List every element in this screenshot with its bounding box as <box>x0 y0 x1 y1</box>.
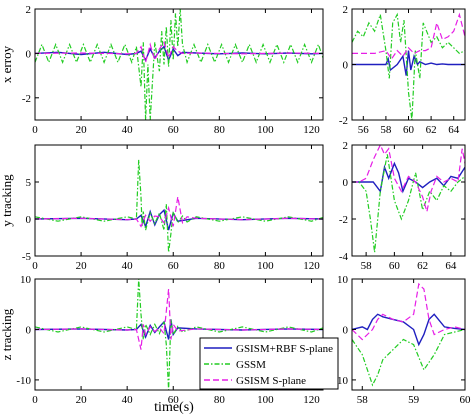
x-tick-label: 20 <box>76 260 88 272</box>
x-tick-label: 120 <box>303 124 320 136</box>
x-tick-label: 0 <box>32 260 38 272</box>
axes-frame <box>351 278 466 391</box>
y-tick-label: 2 <box>343 4 349 16</box>
series-line-z-zoom-2 <box>352 282 465 341</box>
panel-y-zoom: 58 60 62 64 -4 -2 0 2 <box>339 140 466 272</box>
series-line-x-full-1 <box>35 9 323 120</box>
x-tick-label: 60 <box>460 394 472 406</box>
panel-x-full: 0 20 40 60 80 100 120 -2 0 2 x erroy <box>0 4 324 136</box>
x-tick-label: 58 <box>361 260 373 272</box>
y-tick-label: 10 <box>20 274 32 286</box>
y-tick-label: 0 <box>26 324 32 336</box>
series-line-y-full-1 <box>35 159 323 253</box>
x-tick-label: 0 <box>32 124 38 136</box>
y-tick-label: -4 <box>339 251 349 263</box>
series-line-y-full-0 <box>35 208 323 231</box>
series-line-z-full-1 <box>35 279 323 390</box>
y-tick-label: -2 <box>339 115 348 127</box>
y-tick-label: 0 <box>343 60 349 72</box>
x-tick-label: 60 <box>403 124 415 136</box>
series-line-y-full-2 <box>35 196 323 228</box>
x-tick-label: 60 <box>168 394 180 406</box>
x-tick-label: 64 <box>445 260 457 272</box>
x-tick-label: 100 <box>257 394 274 406</box>
x-tick-label: 120 <box>303 260 320 272</box>
legend: GSISM+RBF S-plane GSSM GSISM S-plane <box>199 337 339 390</box>
panel-x-zoom: 56 58 60 62 64 -2 0 2 <box>339 4 466 136</box>
x-tick-label: 120 <box>303 394 320 406</box>
series-line-x-zoom-2 <box>352 12 465 60</box>
x-tick-label: 0 <box>32 394 38 406</box>
axes-frame <box>34 278 324 391</box>
y-tick-label: 2 <box>343 140 349 152</box>
x-tick-label: 80 <box>214 394 226 406</box>
axes-frame <box>351 144 466 257</box>
axes-frame <box>34 144 324 257</box>
y-tick-label: -5 <box>22 251 32 263</box>
y-tick-label: 0 <box>26 48 32 60</box>
y-tick-label: -2 <box>22 93 31 105</box>
x-tick-label: 20 <box>76 124 88 136</box>
series-line-y-zoom-2 <box>352 145 465 212</box>
x-axis-label: time(s) <box>154 400 194 415</box>
x-tick-label: 62 <box>417 260 428 272</box>
legend-entry-label: GSSM <box>236 359 266 371</box>
legend-entry-label: GSISM S-plane <box>236 375 306 387</box>
series-line-z-zoom-0 <box>352 313 465 347</box>
x-tick-label: 80 <box>214 124 226 136</box>
y-axis-label: x erroy <box>0 45 14 83</box>
series-line-x-zoom-1 <box>352 12 465 120</box>
x-tick-label: 100 <box>257 260 274 272</box>
series-line-y-zoom-0 <box>352 161 465 194</box>
series-line-z-full-2 <box>35 289 323 350</box>
x-tick-label: 40 <box>122 124 134 136</box>
series-line-x-full-2 <box>35 40 323 65</box>
y-tick-label: -2 <box>339 214 348 226</box>
x-tick-label: 40 <box>122 260 134 272</box>
y-tick-label: 2 <box>26 4 32 16</box>
axes-frame <box>34 8 324 121</box>
x-tick-label: 62 <box>426 124 437 136</box>
x-tick-label: 56 <box>358 124 370 136</box>
series-line-x-zoom-0 <box>352 50 465 76</box>
y-tick-label: -10 <box>16 375 31 387</box>
y-tick-label: 0 <box>26 214 32 226</box>
legend-entry-label: GSISM+RBF S-plane <box>236 343 333 355</box>
y-axis-label: y tracking <box>0 174 14 227</box>
series-line-z-zoom-1 <box>352 328 465 387</box>
y-tick-label: 5 <box>26 177 32 189</box>
y-tick-label: 0 <box>343 177 349 189</box>
x-tick-label: 100 <box>257 124 274 136</box>
y-axis-label: z tracking <box>0 308 14 360</box>
x-tick-label: 20 <box>76 394 88 406</box>
y-tick-label: 0 <box>343 324 349 336</box>
x-tick-label: 60 <box>389 260 401 272</box>
x-tick-label: 80 <box>214 260 226 272</box>
x-tick-label: 64 <box>448 124 460 136</box>
x-tick-label: 60 <box>168 124 180 136</box>
x-tick-label: 58 <box>380 124 392 136</box>
series-line-y-zoom-1 <box>352 154 465 253</box>
x-tick-label: 59 <box>408 394 420 406</box>
x-tick-label: 58 <box>357 394 369 406</box>
x-tick-label: 40 <box>122 394 134 406</box>
y-tick-label: 10 <box>337 274 349 286</box>
x-tick-label: 60 <box>168 260 180 272</box>
